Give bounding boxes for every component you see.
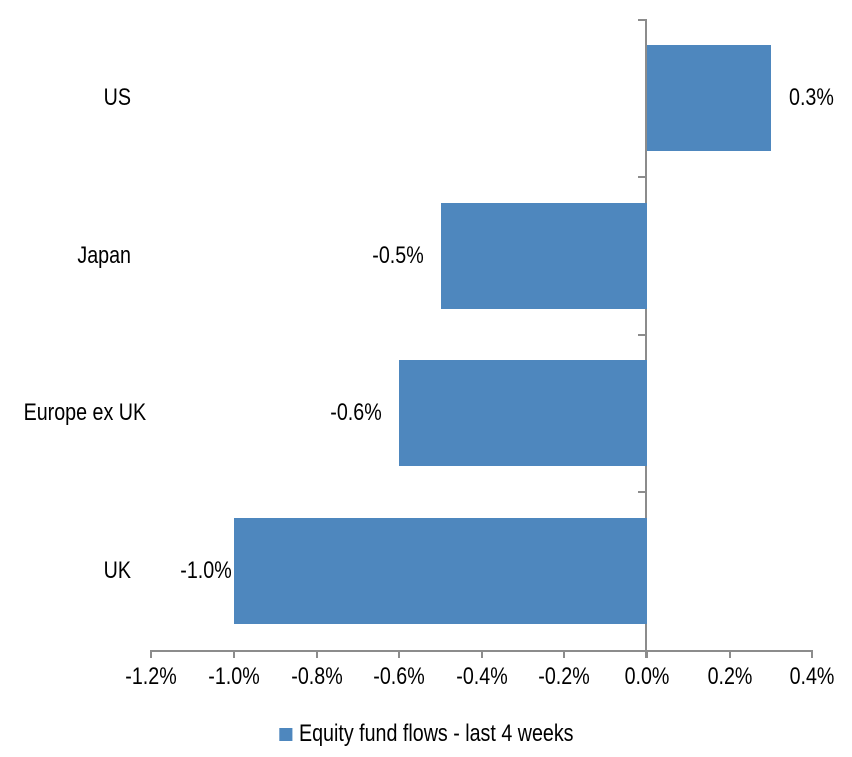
- legend-swatch-icon: [278, 727, 292, 741]
- x-tick-label: -0.8%: [290, 663, 343, 690]
- x-tick-label: 0.4%: [789, 663, 835, 690]
- category-label-japan: Japan: [77, 241, 131, 269]
- category-boundary-tick: [638, 491, 645, 494]
- x-tick-08: [315, 650, 318, 658]
- x-tick-10: [233, 650, 235, 658]
- x-tick-label: -1.0%: [208, 663, 260, 690]
- x-tick-02: [563, 650, 566, 658]
- value-label-japan: -0.5%: [372, 241, 424, 269]
- value-label-uk: -1.0%: [180, 557, 232, 585]
- legend: Equity fund flows - last 4 weeks: [0, 720, 852, 748]
- value-label-us: 0.3%: [788, 83, 834, 111]
- bar-europe-ex-uk: [399, 360, 647, 467]
- x-tick-label: -0.6%: [373, 663, 425, 690]
- x-tick-04: [811, 650, 814, 658]
- bar-us: [647, 44, 771, 151]
- x-tick-label: 0.0%: [624, 663, 670, 690]
- x-tick-label: 0.2%: [707, 663, 753, 690]
- x-tick-02: [728, 650, 731, 658]
- category-label-us: US: [103, 83, 131, 111]
- category-boundary-tick: [638, 19, 645, 21]
- x-tick-label: -1.2%: [125, 663, 178, 690]
- x-tick-04: [480, 650, 483, 658]
- category-label-uk: UK: [103, 557, 131, 585]
- x-tick-00: [646, 650, 648, 658]
- x-tick-12: [150, 650, 153, 658]
- x-tick-label: -0.2%: [538, 663, 591, 690]
- value-label-europe-ex-uk: -0.6%: [329, 399, 382, 427]
- category-label-europe-ex-uk: Europe ex UK: [23, 399, 147, 427]
- category-boundary-tick: [638, 175, 645, 178]
- x-tick-label: -0.4%: [456, 663, 508, 690]
- legend-row: Equity fund flows - last 4 weeks: [278, 720, 574, 748]
- category-axis-line: [645, 19, 647, 658]
- bar-uk: [234, 518, 647, 625]
- legend-label: Equity fund flows - last 4 weeks: [298, 720, 574, 747]
- category-boundary-tick: [638, 333, 645, 336]
- x-tick-06: [398, 650, 401, 658]
- bar-japan: [440, 202, 647, 309]
